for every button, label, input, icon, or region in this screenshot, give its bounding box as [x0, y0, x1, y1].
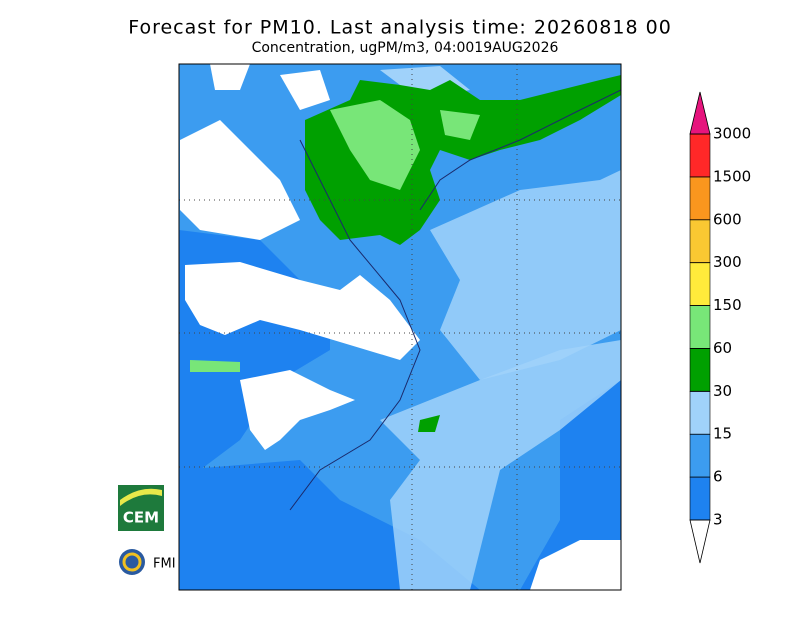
region-white	[185, 262, 420, 360]
colorbar-segment	[689, 305, 711, 349]
colorbar-under	[689, 519, 711, 564]
subtitle: Concentration, ugPM/m3, 04:0019AUG2026	[252, 40, 559, 56]
colorbar-segment	[689, 219, 711, 263]
colorbar-label: 30	[713, 382, 732, 400]
coastline	[419, 89, 621, 211]
colorbar-label: 3000	[713, 125, 751, 143]
region-white	[240, 370, 355, 450]
colorbar-segment	[689, 476, 711, 521]
coastline	[289, 139, 421, 511]
region-white	[280, 70, 330, 110]
colorbar-label: 300	[713, 253, 742, 271]
cem-logo-text: CEM	[123, 509, 159, 527]
region-white	[210, 64, 250, 90]
region-lightgreen	[330, 100, 420, 190]
colorbar: 3 6 15 30 60 150 300 600 1500 3000	[689, 91, 751, 564]
fmi-logo-text: FMI	[153, 557, 176, 572]
colorbar-segment	[689, 133, 711, 178]
region-light	[430, 170, 621, 380]
colorbar-segment	[689, 391, 711, 435]
colorbar-segment	[689, 176, 711, 221]
cem-logo: CEM	[118, 485, 164, 531]
colorbar-label: 3	[713, 511, 723, 529]
fmi-logo-ring	[122, 552, 142, 572]
colorbar-segment	[689, 262, 711, 306]
region-white	[530, 540, 621, 590]
colorbar-over	[689, 91, 711, 135]
title: Forecast for PM10. Last analysis time: 2…	[128, 17, 672, 39]
fmi-logo: FMI	[119, 549, 176, 575]
colorbar-label: 1500	[713, 167, 751, 185]
region-lightgreen	[190, 360, 240, 372]
region-lightgreen	[440, 110, 480, 140]
colorbar-label: 600	[713, 210, 742, 228]
colorbar-label: 150	[713, 296, 742, 314]
region-dark	[520, 380, 621, 590]
colorbar-label: 15	[713, 425, 732, 443]
colorbar-segment	[689, 348, 711, 392]
colorbar-label: 6	[713, 468, 723, 486]
map	[178, 63, 622, 591]
cem-logo-swoosh	[120, 488, 162, 506]
region-light	[380, 340, 621, 590]
colorbar-label: 60	[713, 339, 732, 357]
colorbar-segment	[689, 433, 711, 478]
region-white	[180, 120, 300, 240]
region-green	[418, 415, 440, 432]
map-frame	[178, 63, 622, 591]
